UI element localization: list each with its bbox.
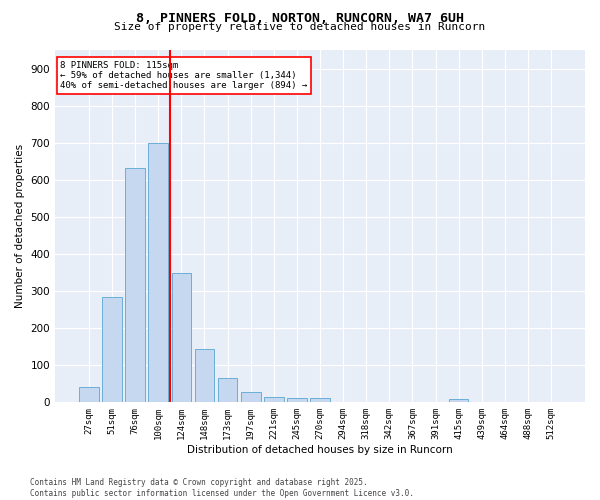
Text: 8, PINNERS FOLD, NORTON, RUNCORN, WA7 6UH: 8, PINNERS FOLD, NORTON, RUNCORN, WA7 6U… [136, 12, 464, 26]
Bar [310, 398, 330, 402]
Bar [79, 388, 99, 402]
Bar [148, 142, 168, 402]
Bar [218, 378, 238, 402]
Text: 8 PINNERS FOLD: 115sqm
← 59% of detached houses are smaller (1,344)
40% of semi-: 8 PINNERS FOLD: 115sqm ← 59% of detached… [61, 60, 308, 90]
Bar [194, 350, 214, 403]
Bar [287, 398, 307, 402]
Bar [449, 400, 469, 402]
Bar [102, 296, 122, 403]
Bar [172, 272, 191, 402]
Y-axis label: Number of detached properties: Number of detached properties [15, 144, 25, 308]
Bar [264, 397, 284, 402]
Text: Contains HM Land Registry data © Crown copyright and database right 2025.
Contai: Contains HM Land Registry data © Crown c… [30, 478, 414, 498]
Bar [241, 392, 260, 402]
Text: Size of property relative to detached houses in Runcorn: Size of property relative to detached ho… [115, 22, 485, 32]
X-axis label: Distribution of detached houses by size in Runcorn: Distribution of detached houses by size … [187, 445, 453, 455]
Bar [125, 168, 145, 402]
